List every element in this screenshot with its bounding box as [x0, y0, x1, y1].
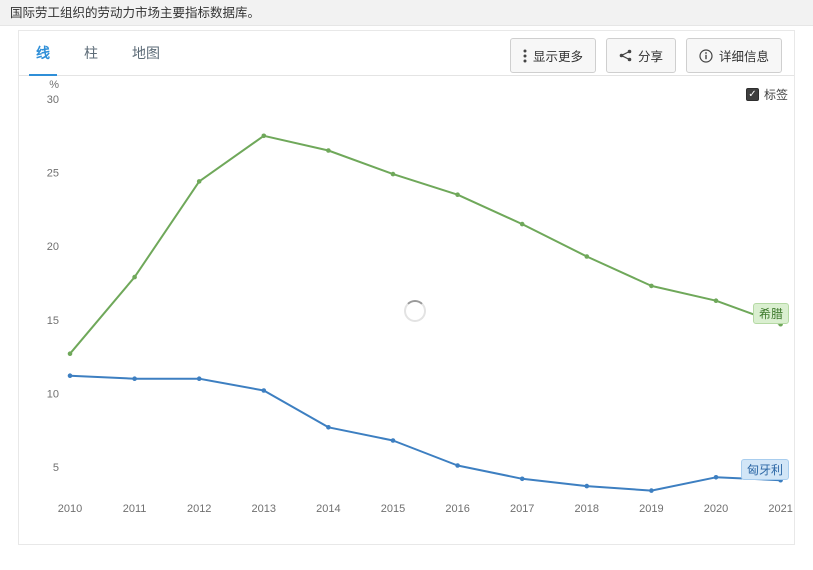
line-chart-svg[interactable]: % 5 10 15 20 25 30 2010 2011 2012 2013 2014 2015 2016… — [19, 76, 794, 543]
svg-text:2021: 2021 — [768, 503, 792, 515]
series-label-hungary: 匈牙利 — [740, 459, 789, 481]
share-icon — [619, 49, 632, 62]
show-more-button[interactable]: 显示更多 — [509, 38, 596, 73]
share-label: 分享 — [637, 50, 663, 64]
svg-text:2011: 2011 — [123, 503, 147, 515]
toolbar: 显示更多 分享 详细信息 — [509, 38, 782, 73]
svg-text:10: 10 — [47, 388, 59, 400]
chart-area: % 5 10 15 20 25 30 2010 2011 2012 2013 2014 2015 2016… — [19, 76, 794, 543]
svg-text:30: 30 — [47, 94, 59, 106]
tab-line[interactable]: 线 — [19, 31, 67, 77]
svg-text:2016: 2016 — [445, 503, 469, 515]
labels-checkbox-label: 标签 — [763, 88, 788, 102]
svg-text:2014: 2014 — [316, 503, 340, 515]
svg-text:2015: 2015 — [381, 503, 405, 515]
tab-column[interactable]: 柱 — [84, 44, 98, 61]
svg-text:2020: 2020 — [704, 503, 728, 515]
details-button[interactable]: 详细信息 — [685, 38, 782, 73]
chart-widget-panel: 线 柱 地图 显示更多 分享 详细信息 — [18, 30, 795, 545]
svg-text:2018: 2018 — [575, 503, 599, 515]
kebab-menu-icon — [523, 49, 527, 63]
svg-text:5: 5 — [53, 462, 59, 474]
svg-text:15: 15 — [47, 315, 59, 327]
svg-text:2010: 2010 — [58, 503, 82, 515]
svg-text:2012: 2012 — [187, 503, 211, 515]
svg-text:%: % — [49, 79, 59, 91]
svg-text:25: 25 — [47, 168, 59, 180]
show-more-label: 显示更多 — [532, 50, 583, 64]
tabs-row: 线 柱 地图 显示更多 分享 详细信息 — [19, 31, 794, 77]
svg-text:2019: 2019 — [639, 503, 663, 515]
tab-map[interactable]: 地图 — [132, 44, 160, 61]
share-button[interactable]: 分享 — [605, 38, 676, 73]
checkbox-checked-icon: ✓ — [745, 88, 759, 101]
page-description: 国际劳工组织的劳动力市场主要指标数据库。 — [0, 0, 813, 26]
details-label: 详细信息 — [718, 50, 769, 64]
svg-text:2017: 2017 — [510, 503, 534, 515]
info-icon — [699, 48, 713, 63]
labels-checkbox[interactable]: ✓ 标签 — [745, 86, 788, 103]
series-label-greece: 希腊 — [752, 303, 789, 325]
loading-spinner — [404, 300, 426, 322]
svg-text:20: 20 — [47, 241, 59, 253]
svg-text:2013: 2013 — [252, 503, 276, 515]
